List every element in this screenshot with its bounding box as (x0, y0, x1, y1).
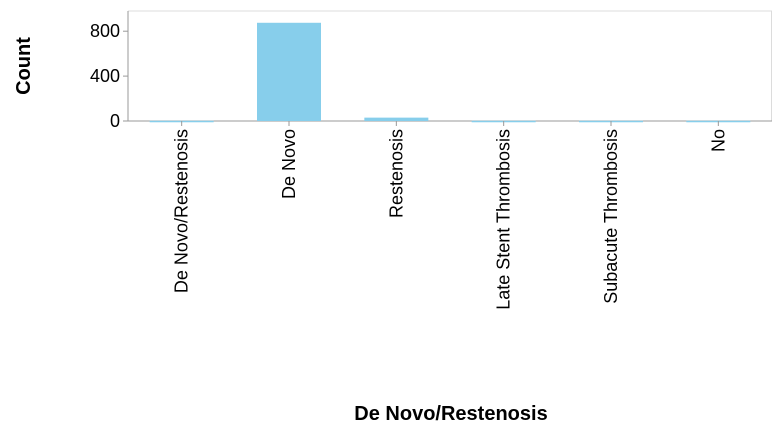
y-tick-label: 800 (90, 21, 120, 41)
x-tick-label: De Novo/Restenosis (172, 129, 192, 293)
x-axis-title: De Novo/Restenosis (354, 403, 547, 423)
bar (257, 22, 321, 122)
x-tick-label: De Novo (279, 129, 299, 199)
y-tick-label: 400 (90, 66, 120, 86)
x-tick-label: Restenosis (386, 129, 406, 218)
x-tick-label: No (708, 129, 728, 152)
plot-area: 0 400 800 De Novo/Restenosis De Novo Restenos… (90, 10, 772, 310)
y-axis-title: Count (13, 37, 35, 95)
y-tick-label: 0 (110, 111, 120, 131)
x-tick-label: Late Stent Thrombosis (494, 129, 514, 310)
x-tick-label: Subacute Thrombosis (601, 129, 621, 304)
bar (364, 117, 429, 121)
